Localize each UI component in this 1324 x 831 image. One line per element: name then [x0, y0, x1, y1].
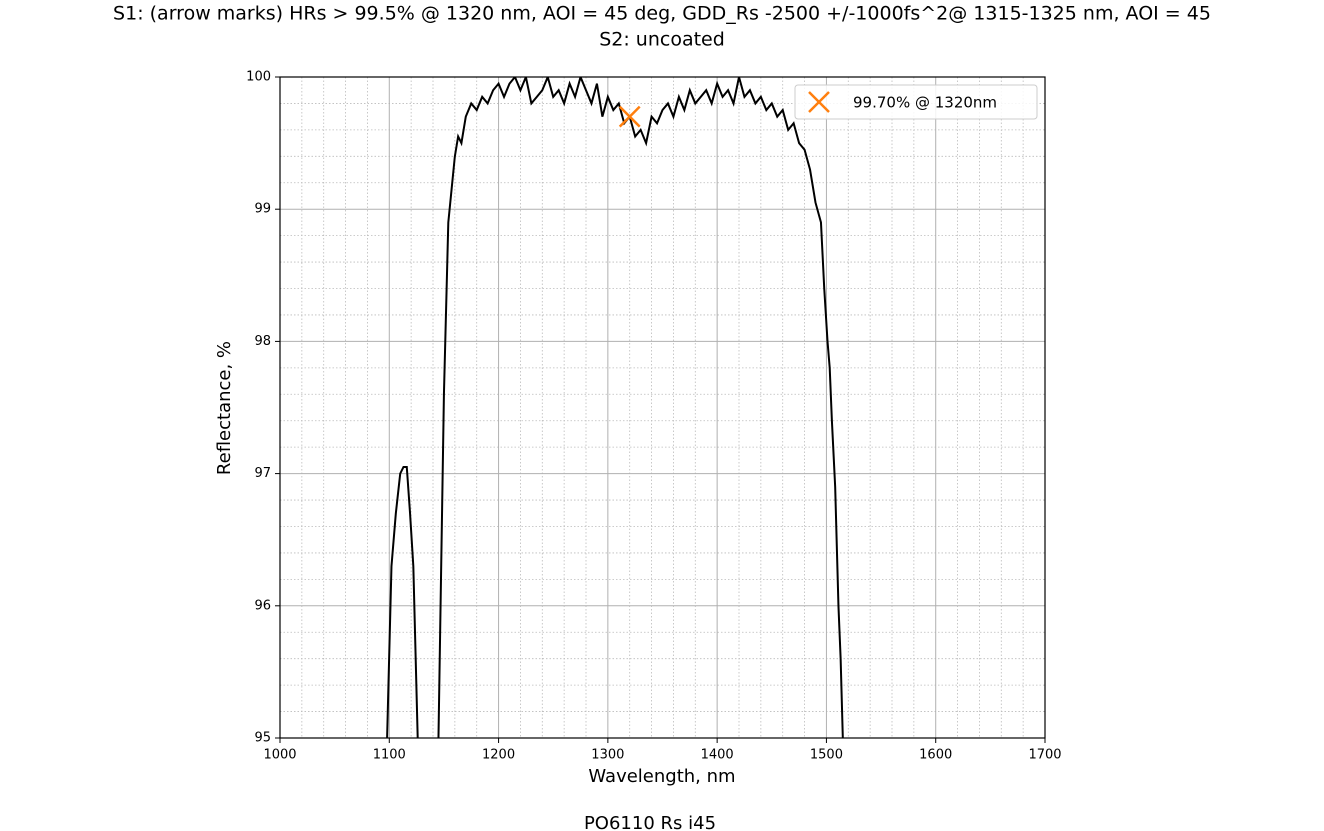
marker-stroke: [808, 91, 830, 113]
y-axis-label: Reflectance, %: [214, 341, 235, 475]
x-tick-label: 1000: [263, 748, 296, 763]
x-tick-label: 1300: [591, 748, 624, 763]
x-tick-label: 1200: [482, 748, 515, 763]
y-tick-label: 100: [246, 70, 271, 85]
legend-label: 99.70% @ 1320nm: [853, 94, 997, 112]
x-tick-label: 1700: [1028, 748, 1061, 763]
y-tick-label: 95: [254, 731, 271, 746]
plot-frame: [279, 76, 1046, 739]
marker: [808, 91, 830, 113]
x-tick-label: 1400: [701, 748, 734, 763]
x-tick-label: 1100: [373, 748, 406, 763]
x-axis-label: Wavelength, nm: [588, 766, 735, 787]
y-tick-label: 96: [254, 598, 271, 613]
x-tick-label: 1500: [810, 748, 843, 763]
marker-stroke: [618, 105, 641, 128]
data-line: [386, 77, 844, 738]
y-tick-label: 97: [254, 466, 271, 481]
chart-title: S1: (arrow marks) HRs > 99.5% @ 1320 nm,…: [113, 3, 1211, 25]
chart-subtitle: S2: uncoated: [599, 29, 725, 51]
y-tick-label: 99: [254, 202, 271, 217]
y-tick-label: 98: [254, 334, 271, 349]
x-tick-label: 1600: [919, 748, 952, 763]
marker: [618, 105, 641, 128]
legend-box: [794, 84, 1038, 120]
footer: PO6110 Rs i45: [584, 813, 716, 831]
